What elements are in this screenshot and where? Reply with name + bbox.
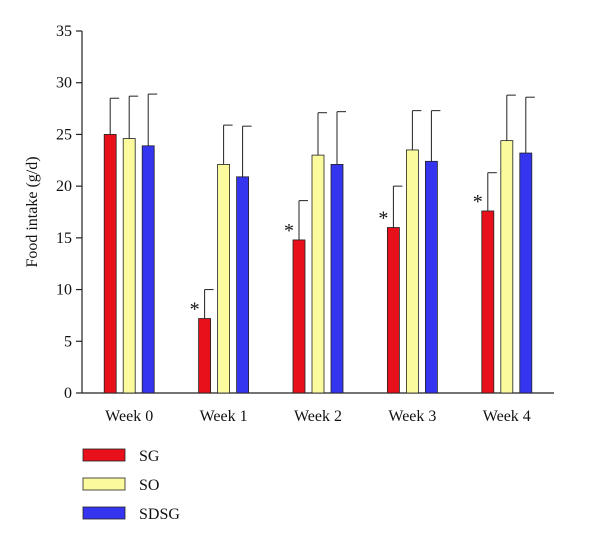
y-tick-label: 20	[56, 178, 72, 195]
bar-so	[405, 149, 419, 394]
x-tick-label: Week 1	[200, 408, 248, 425]
significance-marker: *	[473, 191, 483, 213]
bar-sdsg	[519, 152, 533, 394]
significance-marker: *	[190, 299, 200, 321]
bar-sdsg	[141, 145, 155, 394]
bar-sg	[481, 210, 495, 394]
axes: 0 5 10 15 20 25 30 35 Food intake (g/d) Week 0 Wee…	[24, 23, 554, 425]
bar-so	[311, 154, 325, 394]
bar-so	[122, 138, 136, 394]
bar-sdsg	[236, 176, 250, 394]
y-axis-label: Food intake (g/d)	[24, 156, 41, 267]
bar-sdsg	[330, 164, 344, 394]
legend-label-sdsg: SDSG	[139, 506, 180, 523]
y-tick-label: 30	[56, 75, 72, 92]
y-tick-label: 15	[56, 230, 72, 247]
y-tick-label: 5	[64, 333, 72, 350]
x-tick-label: Week 4	[483, 408, 531, 425]
x-tick-label: Week 3	[388, 408, 436, 425]
y-tick-label: 10	[56, 282, 72, 299]
x-tick-label: Week 0	[105, 408, 153, 425]
legend-label-so: SO	[139, 477, 159, 494]
bar-sg	[103, 134, 117, 394]
bar-sg	[386, 227, 400, 394]
significance-marker: *	[378, 208, 388, 230]
bar-so	[217, 164, 231, 394]
bar-so	[500, 140, 514, 394]
legend-swatch-sg	[82, 448, 126, 462]
y-tick-label: 35	[56, 23, 72, 40]
significance-marker: *	[284, 220, 294, 242]
bar-sdsg	[424, 160, 438, 394]
y-tick-label: 0	[64, 385, 72, 402]
legend: SG SO SDSG	[82, 448, 180, 523]
bar-sg	[292, 239, 306, 394]
legend-label-sg: SG	[139, 448, 160, 465]
bars-group: * * * *	[103, 93, 535, 394]
y-tick-label: 25	[56, 126, 72, 143]
bar-sg	[198, 318, 212, 394]
legend-swatch-so	[82, 477, 126, 491]
x-tick-label: Week 2	[294, 408, 342, 425]
legend-swatch-sdsg	[82, 506, 126, 520]
